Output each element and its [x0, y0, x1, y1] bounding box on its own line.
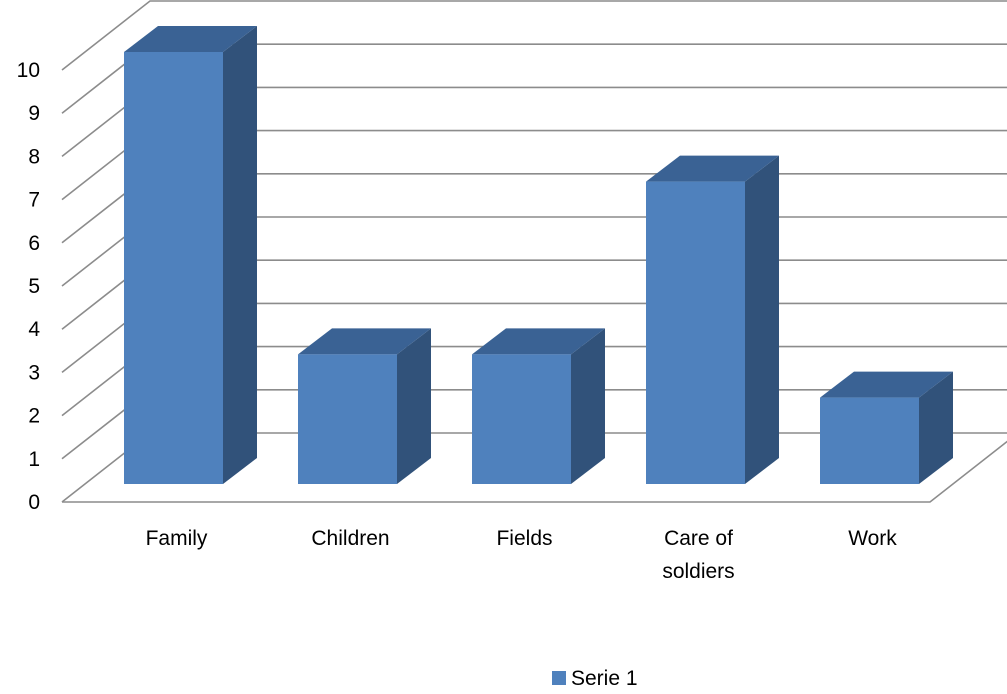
y-tick-label: 5: [28, 275, 40, 298]
bar-front: [646, 181, 745, 484]
x-category-label: Care of soldiers: [662, 527, 734, 583]
bar-top: [820, 371, 953, 398]
gridline: [61, 0, 1007, 71]
x-category-label-line: Family: [146, 527, 208, 550]
bar-front: [298, 354, 397, 484]
x-category-label: Work: [848, 527, 897, 550]
bar-front: [472, 354, 571, 484]
x-axis-category-labels: Family Children Fields Care of soldiers Work: [146, 527, 898, 583]
bar-side: [397, 328, 431, 484]
floor-edge: [62, 440, 1007, 503]
bar: [820, 371, 953, 484]
y-tick-label: 10: [17, 59, 40, 82]
bar-side: [745, 155, 779, 484]
bar-front: [124, 52, 223, 484]
legend-label: Serie 1: [571, 667, 638, 690]
bar-front: [820, 397, 919, 484]
bar-top: [298, 328, 431, 355]
y-tick-label: 9: [28, 102, 40, 125]
bar-side: [571, 328, 605, 484]
bar-side: [919, 371, 953, 484]
bar: [646, 155, 779, 484]
y-axis-tick-labels: 0 1 2 3 4 5 6 7 8 9 10: [17, 59, 41, 514]
bar-side: [223, 26, 257, 484]
bar-top: [124, 26, 257, 52]
x-category-label-line: Care of: [664, 527, 733, 550]
x-category-label-line: Fields: [496, 527, 552, 550]
x-category-label: Family: [146, 527, 208, 550]
y-tick-label: 6: [28, 232, 40, 255]
y-tick-label: 8: [28, 145, 40, 168]
bars: [124, 26, 953, 484]
bar: [298, 328, 431, 484]
bar: [472, 328, 605, 484]
x-category-label-line: soldiers: [662, 560, 734, 583]
legend-swatch: [552, 671, 566, 685]
x-category-label: Children: [311, 527, 389, 550]
y-tick-label: 1: [28, 448, 40, 471]
x-category-label-line: Work: [848, 527, 897, 550]
x-category-label: Fields: [496, 527, 552, 550]
bar: [124, 26, 257, 484]
legend: Serie 1: [552, 667, 638, 690]
y-tick-label: 0: [28, 491, 40, 514]
y-tick-label: 2: [28, 405, 40, 428]
x-category-label-line: Children: [311, 527, 389, 550]
y-tick-label: 7: [28, 189, 40, 212]
y-tick-label: 4: [28, 318, 40, 341]
y-tick-label: 3: [28, 361, 40, 384]
bar-top: [646, 155, 779, 182]
bar-top: [472, 328, 605, 355]
